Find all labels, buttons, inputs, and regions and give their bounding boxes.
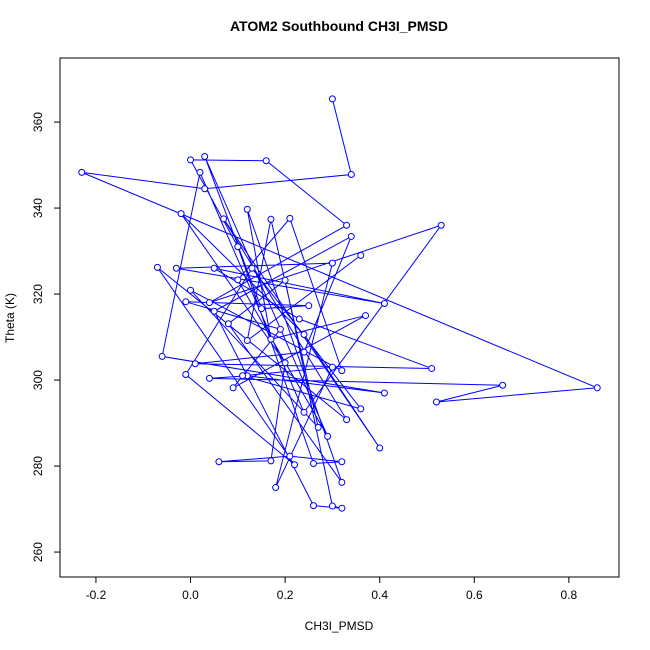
y-tick-label: 360 xyxy=(31,112,45,132)
data-point xyxy=(328,95,336,103)
data-point xyxy=(234,276,242,284)
x-tick-label: 0.8 xyxy=(561,588,578,602)
data-point xyxy=(158,352,166,360)
data-point xyxy=(229,384,237,392)
data-point xyxy=(78,168,86,176)
data-point xyxy=(224,320,232,328)
data-point xyxy=(291,461,299,469)
data-point xyxy=(153,263,161,271)
data-point xyxy=(347,232,355,240)
data-point xyxy=(220,215,228,223)
y-axis-label: Theta (K) xyxy=(3,293,17,343)
data-point xyxy=(196,168,204,176)
data-point xyxy=(309,502,317,510)
data-point xyxy=(257,305,265,313)
data-point xyxy=(328,363,336,371)
data-point xyxy=(338,504,346,512)
data-point xyxy=(499,381,507,389)
data-point xyxy=(309,459,317,467)
data-point xyxy=(276,325,284,333)
data-point xyxy=(376,444,384,452)
data-point xyxy=(215,458,223,466)
x-tick-label: 0.2 xyxy=(277,588,294,602)
data-point xyxy=(314,423,322,431)
y-tick-label: 340 xyxy=(31,198,45,218)
data-point xyxy=(328,502,336,510)
data-point xyxy=(286,214,294,222)
data-point xyxy=(172,264,180,272)
data-point xyxy=(262,157,270,165)
x-tick-label: -0.2 xyxy=(86,588,107,602)
data-point xyxy=(187,286,195,294)
data-point xyxy=(210,264,218,272)
data-point xyxy=(347,171,355,179)
data-point xyxy=(201,185,209,193)
data-point xyxy=(380,389,388,397)
x-tick-label: 0.0 xyxy=(182,588,199,602)
data-point xyxy=(593,384,601,392)
data-point xyxy=(187,156,195,164)
chart-title: ATOM2 Southbound CH3I_PMSD xyxy=(230,18,448,34)
data-point xyxy=(300,330,308,338)
data-point xyxy=(243,205,251,213)
data-point xyxy=(338,478,346,486)
data-point xyxy=(182,298,190,306)
data-point xyxy=(201,152,209,160)
data-point xyxy=(234,243,242,251)
data-point xyxy=(380,300,388,308)
data-point xyxy=(248,264,256,272)
x-tick-label: 0.4 xyxy=(371,588,388,602)
data-point xyxy=(324,432,332,440)
data-point xyxy=(267,335,275,343)
x-tick-label: 0.6 xyxy=(466,588,483,602)
data-point xyxy=(437,221,445,229)
data-point xyxy=(281,276,289,284)
data-point xyxy=(300,408,308,416)
data-point xyxy=(343,416,351,424)
data-point xyxy=(205,299,213,307)
plot-frame xyxy=(59,57,620,578)
data-point xyxy=(295,315,303,323)
data-line xyxy=(81,98,598,509)
data-point xyxy=(210,307,218,315)
y-tick-label: 300 xyxy=(31,370,45,390)
data-point xyxy=(338,367,346,375)
y-tick-label: 260 xyxy=(31,542,45,562)
data-point xyxy=(267,215,275,223)
data-point xyxy=(300,348,308,356)
data-point xyxy=(243,337,251,345)
data-point xyxy=(362,312,370,320)
data-point xyxy=(357,405,365,413)
data-point xyxy=(272,484,280,492)
y-tick-label: 280 xyxy=(31,456,45,476)
data-point xyxy=(428,364,436,372)
data-point xyxy=(432,398,440,406)
data-point xyxy=(267,457,275,465)
data-point xyxy=(338,458,346,466)
data-point xyxy=(239,372,247,380)
data-point xyxy=(305,302,313,310)
data-point xyxy=(177,210,185,218)
x-axis-label: CH3I_PMSD xyxy=(305,619,374,633)
data-point xyxy=(286,452,294,460)
data-point xyxy=(343,221,351,229)
data-point xyxy=(281,359,289,367)
data-point xyxy=(191,360,199,368)
data-point xyxy=(328,259,336,267)
data-point xyxy=(205,374,213,382)
y-tick-label: 320 xyxy=(31,284,45,304)
data-point xyxy=(357,251,365,259)
data-point xyxy=(182,370,190,378)
